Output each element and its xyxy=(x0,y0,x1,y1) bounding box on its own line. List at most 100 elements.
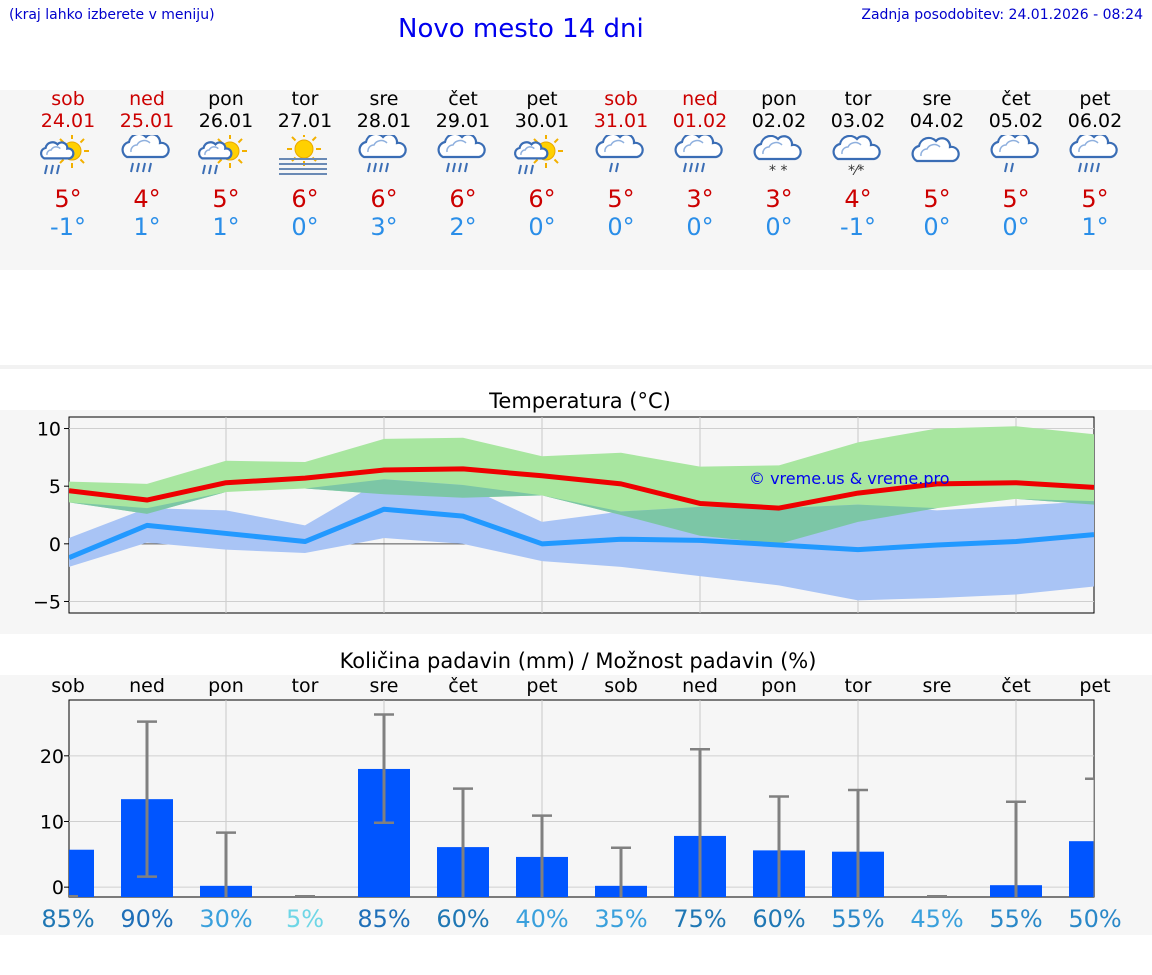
min-temperature: 1° xyxy=(212,213,240,241)
day-date: 03.02 xyxy=(830,110,886,132)
day-date: 01.02 xyxy=(672,110,728,132)
day-date: 26.01 xyxy=(198,110,254,132)
day-name: sre xyxy=(369,88,399,110)
svg-text:* *: * * xyxy=(769,163,787,179)
precipitation-probability: 55% xyxy=(989,905,1042,933)
day-date: 02.02 xyxy=(751,110,807,132)
day-forecast: sre 04.02 5° 0° xyxy=(897,88,977,241)
cloud-rain-icon xyxy=(1069,135,1118,173)
precipitation-x-label: pet xyxy=(526,675,557,697)
cloud-light-rain-icon xyxy=(990,135,1039,173)
max-temperature: 6° xyxy=(528,185,556,213)
day-date: 27.01 xyxy=(277,110,333,132)
precipitation-probability: 75% xyxy=(673,905,726,933)
precipitation-plot xyxy=(69,713,1094,897)
precipitation-error-bar xyxy=(611,846,631,897)
day-date: 31.01 xyxy=(593,110,649,132)
day-date: 06.02 xyxy=(1067,110,1123,132)
day-forecast: sob 31.01 5° 0° xyxy=(581,88,661,241)
day-date: 24.01 xyxy=(40,110,96,132)
precipitation-error-bar xyxy=(690,748,710,897)
day-date: 28.01 xyxy=(356,110,412,132)
separator-band xyxy=(0,365,1152,369)
day-name: tor xyxy=(844,88,872,110)
day-name: sob xyxy=(604,88,638,110)
precipitation-x-label: pon xyxy=(761,675,797,697)
precipitation-probability: 35% xyxy=(594,905,647,933)
daily-forecast-band xyxy=(0,90,1152,270)
watermark: © vreme.us & vreme.pro xyxy=(749,469,950,488)
temperature-chart-title: Temperatura (°C) xyxy=(488,389,671,413)
precipitation-x-label: sob xyxy=(604,675,638,697)
precipitation-probability: 60% xyxy=(752,905,805,933)
min-temperature: 1° xyxy=(133,213,161,241)
precipitation-error-bar xyxy=(453,787,473,897)
day-name: pet xyxy=(526,88,558,110)
min-temperature: 0° xyxy=(923,213,951,241)
day-name: pet xyxy=(1079,88,1111,110)
precipitation-probability: 85% xyxy=(357,905,410,933)
partly-sunny-rain-icon xyxy=(40,135,89,175)
sun-fog-icon xyxy=(279,135,327,175)
cloud-light-rain-icon xyxy=(595,135,644,173)
day-name: čet xyxy=(1001,88,1031,110)
cloud-rain-icon xyxy=(674,135,723,173)
precipitation-chart: Količina padavin (mm) / Možnost padavin … xyxy=(40,649,1122,933)
day-forecast: pet 30.01 6° 0° xyxy=(502,88,582,241)
partly-sunny-rain-icon xyxy=(198,135,247,175)
precipitation-probability: 5% xyxy=(286,905,324,933)
precipitation-x-label: tor xyxy=(845,675,872,697)
temperature-chart: Temperatura (°C) 10 5 0 −5 © vreme.us & vreme… xyxy=(33,389,1095,614)
precipitation-x-label: čet xyxy=(448,675,478,697)
day-date: 30.01 xyxy=(514,110,570,132)
day-name: tor xyxy=(291,88,319,110)
max-temperature: 5° xyxy=(212,185,240,213)
precipitation-x-label: sre xyxy=(923,675,952,697)
precipitation-x-label: tor xyxy=(292,675,319,697)
max-temperature: 6° xyxy=(291,185,319,213)
svg-text:*⁄*: *⁄* xyxy=(848,163,864,179)
day-forecast: ned 01.02 3° 0° xyxy=(660,88,740,241)
cloud-sleet-icon: *⁄* xyxy=(832,135,881,179)
precipitation-chart-title: Količina padavin (mm) / Možnost padavin … xyxy=(340,649,817,673)
temperature-y-tick-label: 10 xyxy=(37,419,61,441)
min-temperature: 0° xyxy=(686,213,714,241)
precipitation-bar xyxy=(1069,841,1094,897)
day-forecast: sre 28.01 6° 3° xyxy=(344,88,424,241)
precipitation-error-bar xyxy=(848,788,868,897)
day-date: 29.01 xyxy=(435,110,491,132)
max-temperature: 3° xyxy=(765,185,793,213)
precipitation-error-bar xyxy=(1085,777,1094,897)
max-temperature-line xyxy=(69,466,1094,511)
precipitation-error-bar xyxy=(532,814,552,897)
precipitation-error-bar xyxy=(1006,800,1026,897)
min-temperature: 0° xyxy=(607,213,635,241)
day-name: pon xyxy=(208,88,244,110)
day-name: ned xyxy=(682,88,718,110)
min-temperature: -1° xyxy=(840,213,876,241)
day-forecast: ned 25.01 4° 1° xyxy=(107,88,187,241)
precipitation-x-label: pon xyxy=(208,675,244,697)
day-date: 25.01 xyxy=(119,110,175,132)
day-name: ned xyxy=(129,88,165,110)
min-temperature: 0° xyxy=(1002,213,1030,241)
min-temperature: 0° xyxy=(291,213,319,241)
precipitation-error-bar xyxy=(216,831,236,897)
precipitation-plot-area xyxy=(68,699,1095,898)
max-temperature: 6° xyxy=(370,185,398,213)
precipitation-x-label: sre xyxy=(370,675,399,697)
precipitation-error-bar xyxy=(769,795,789,897)
temperature-y-tick-label: −5 xyxy=(33,591,61,613)
overlap-range-band xyxy=(69,479,1094,544)
precipitation-probability: 85% xyxy=(41,905,94,933)
cloud-rain-icon xyxy=(358,135,407,173)
day-forecast: sob 24.01 5° -1° xyxy=(28,88,108,241)
max-temperature: 3° xyxy=(686,185,714,213)
day-date: 04.02 xyxy=(909,110,965,132)
precipitation-y-tick-label: 20 xyxy=(40,746,64,768)
precipitation-x-label: pet xyxy=(1079,675,1110,697)
precipitation-x-label: čet xyxy=(1001,675,1031,697)
temperature-y-tick-label: 5 xyxy=(49,476,61,498)
max-temperature: 6° xyxy=(449,185,477,213)
partly-sunny-rain-icon xyxy=(514,135,563,175)
